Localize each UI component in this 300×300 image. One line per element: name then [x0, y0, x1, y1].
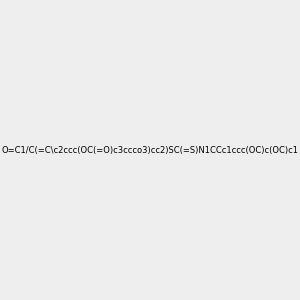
Text: O=C1/C(=C\c2ccc(OC(=O)c3ccco3)cc2)SC(=S)N1CCc1ccc(OC)c(OC)c1: O=C1/C(=C\c2ccc(OC(=O)c3ccco3)cc2)SC(=S)…	[2, 146, 298, 154]
